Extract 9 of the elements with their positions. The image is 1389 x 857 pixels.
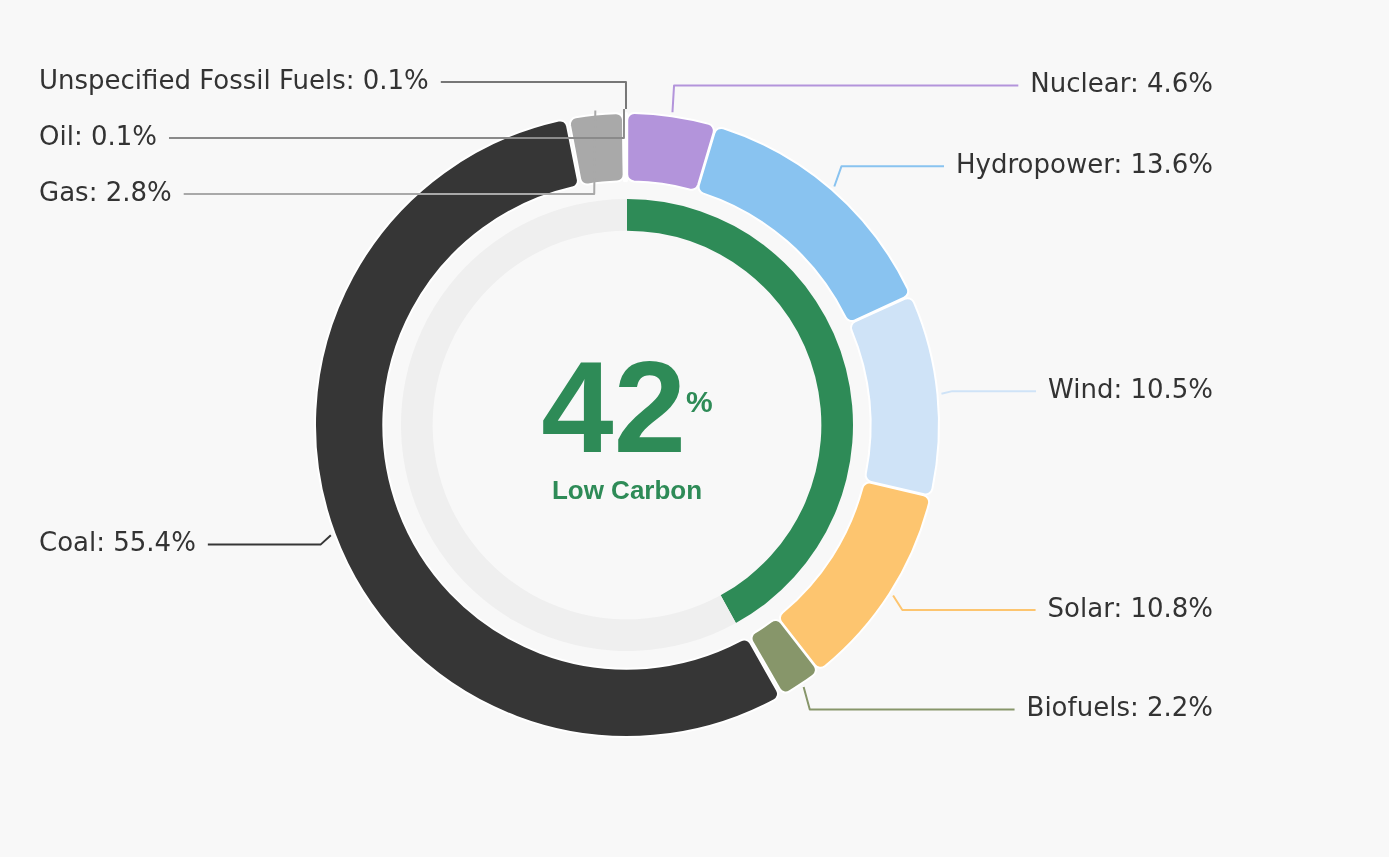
slice-label: Coal: 55.4% bbox=[39, 527, 196, 558]
slice-label: Oil: 0.1% bbox=[39, 120, 157, 151]
slice-label: Solar: 10.8% bbox=[1047, 592, 1213, 623]
slice-label: Unspecified Fossil Fuels: 0.1% bbox=[39, 64, 429, 95]
slice-label: Wind: 10.5% bbox=[1048, 373, 1214, 404]
slice-label: Hydropower: 13.6% bbox=[956, 148, 1214, 179]
slice-label: Biofuels: 2.2% bbox=[1026, 692, 1214, 723]
slice-label: Nuclear: 4.6% bbox=[1030, 68, 1213, 99]
slice-label: Gas: 2.8% bbox=[39, 176, 172, 207]
